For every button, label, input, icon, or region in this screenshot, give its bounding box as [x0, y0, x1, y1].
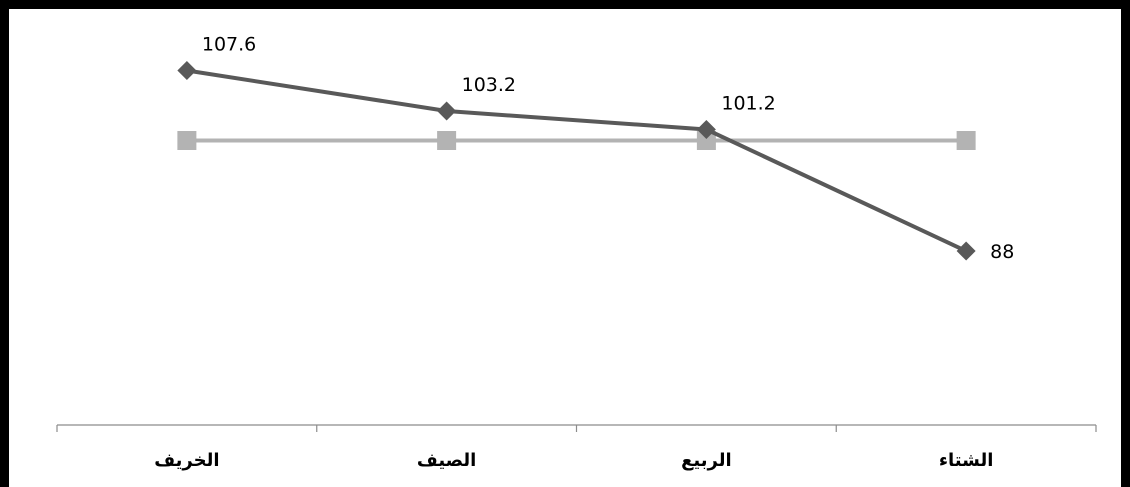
data-point-square	[177, 131, 197, 150]
category-label: الشتاء	[939, 450, 994, 471]
data-point-square	[956, 131, 976, 150]
data-point-diamond	[437, 101, 457, 121]
data-point-square	[437, 131, 457, 150]
data-label: 103.2	[462, 74, 516, 96]
data-point-diamond	[696, 119, 716, 139]
data-label: 101.2	[721, 92, 775, 114]
data-point-square	[696, 131, 716, 150]
data-label: 107.6	[202, 34, 256, 56]
category-label: الربيع	[681, 450, 732, 471]
data-label: 88	[990, 241, 1014, 263]
data-point-diamond	[177, 61, 197, 80]
category-label: الصيف	[417, 450, 476, 471]
data-point-diamond	[956, 241, 976, 261]
series-line-1	[186, 68, 967, 253]
category-label: الخريف	[154, 450, 219, 471]
